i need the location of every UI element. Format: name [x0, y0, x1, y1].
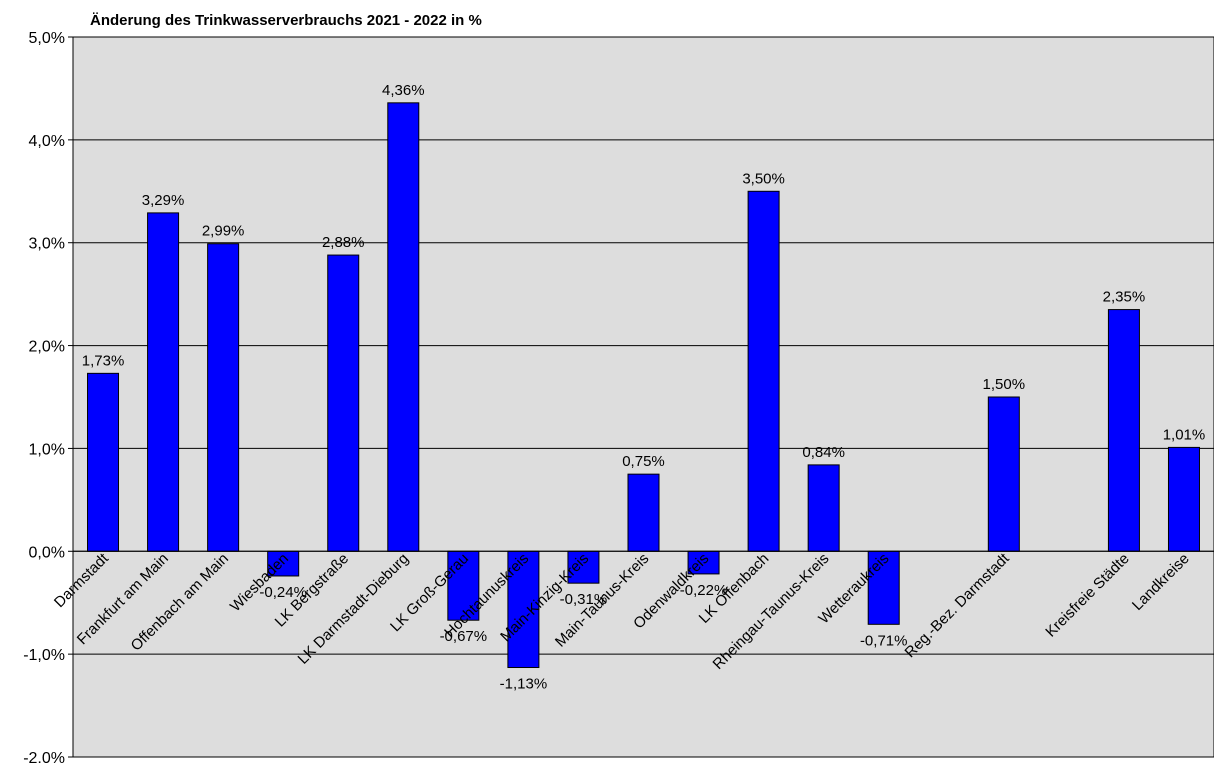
y-tick-label: 5,0% — [29, 30, 65, 47]
data-label: -0,71% — [860, 632, 908, 649]
data-label: 1,73% — [82, 352, 125, 369]
bars — [87, 102, 1200, 669]
bar — [1167, 446, 1200, 552]
bar — [627, 473, 660, 552]
data-label: -0,24% — [259, 584, 307, 601]
data-label: -0,22% — [680, 582, 728, 599]
y-tick-label: 1,0% — [29, 441, 65, 458]
data-label: 3,29% — [142, 192, 185, 209]
data-label: 1,01% — [1163, 426, 1206, 443]
bar — [1107, 309, 1140, 552]
plot-area — [72, 36, 1214, 758]
bar — [87, 372, 120, 552]
y-tick-label: 0,0% — [29, 544, 65, 561]
bar — [507, 550, 540, 669]
bar — [747, 190, 780, 552]
y-tick-label: 4,0% — [29, 133, 65, 150]
data-label: -1,13% — [500, 676, 548, 693]
data-label: 2,35% — [1103, 289, 1146, 306]
data-label: 2,88% — [322, 234, 365, 251]
y-tick-label: -2,0% — [23, 750, 65, 763]
y-tick-label: -1,0% — [23, 647, 65, 664]
bar — [987, 396, 1020, 552]
data-label: 4,36% — [382, 82, 425, 99]
data-labels: 1,73% 3,29% 2,99% -0,24% 2,88% 4,36% -0,67% -1,… — [82, 82, 1205, 693]
y-axis-ticks: 5,0% 4,0% 3,0% 2,0% 1,0% 0,0% -1,0% -2,0% — [23, 30, 73, 763]
y-tick-label: 2,0% — [29, 339, 65, 356]
data-label: 2,99% — [202, 223, 245, 240]
bar — [147, 212, 180, 552]
bar — [207, 243, 240, 552]
bar — [327, 254, 360, 552]
data-label: 0,84% — [802, 444, 845, 461]
data-label: 3,50% — [742, 170, 785, 187]
bar — [867, 550, 900, 625]
y-tick-label: 3,0% — [29, 236, 65, 253]
bar — [807, 464, 840, 552]
data-label: -0,67% — [440, 628, 488, 645]
data-label: 0,75% — [622, 453, 665, 470]
bar — [387, 102, 420, 552]
data-label: 1,50% — [983, 376, 1026, 393]
chart-title: Änderung des Trinkwasserverbrauchs 2021 … — [90, 12, 482, 29]
bar — [567, 550, 600, 584]
data-label: -0,31% — [560, 591, 608, 608]
